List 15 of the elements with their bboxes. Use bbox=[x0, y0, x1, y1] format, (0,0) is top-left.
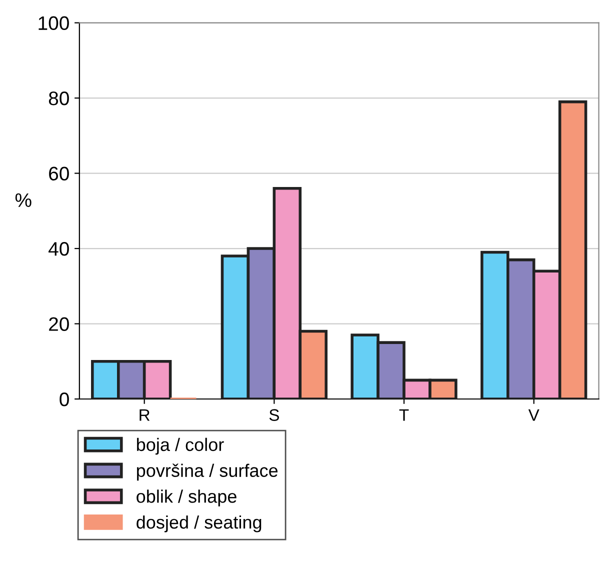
y-tick-label: 40 bbox=[48, 242, 69, 256]
x-tick-label: T bbox=[399, 409, 409, 421]
y-tick-label: 60 bbox=[49, 166, 69, 181]
y-tick-label: 0 bbox=[60, 392, 69, 406]
x-tick-label: V bbox=[528, 409, 540, 421]
legend-label: dosjed / seating bbox=[136, 515, 262, 532]
y-tick-label: 20 bbox=[49, 317, 69, 331]
y-tick-label: 100 bbox=[38, 16, 69, 30]
y-tick-label: 80 bbox=[48, 92, 69, 106]
legend-label: površina / surface bbox=[137, 464, 278, 481]
x-tick-label: R bbox=[140, 409, 150, 421]
x-tick-label: S bbox=[269, 409, 279, 421]
legend-label: oblik / shape bbox=[136, 490, 236, 506]
legend-label: boja / color bbox=[137, 438, 224, 455]
y-axis-title: % bbox=[15, 193, 32, 207]
